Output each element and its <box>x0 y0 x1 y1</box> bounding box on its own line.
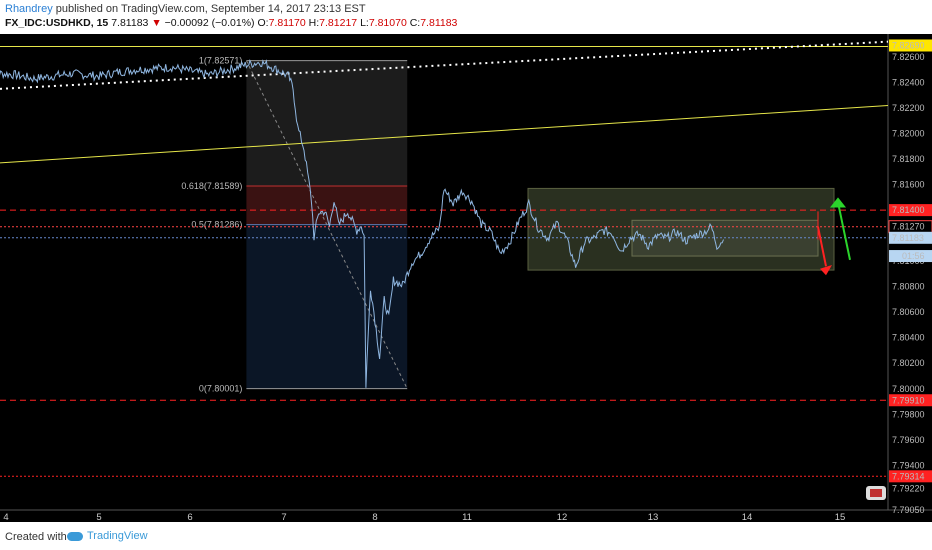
open-label: O: <box>257 17 269 29</box>
price-tick-label: 7.82400 <box>892 77 925 87</box>
low-value: 7.81070 <box>368 17 407 29</box>
time-tick-label: 11 <box>462 512 472 522</box>
price-tick-label: 7.80200 <box>892 358 925 368</box>
high-label: H: <box>308 17 320 29</box>
fib-level-label: 0(7.80001) <box>199 384 243 394</box>
fib-level-label: 0.5(7.81286) <box>191 220 242 230</box>
fib-level-label: 0.618(7.81589) <box>181 181 242 191</box>
time-tick-label: 5 <box>96 512 101 522</box>
price-tick-label: 7.80400 <box>892 333 925 343</box>
price-tick-label: 7.81600 <box>892 180 925 190</box>
price-badge <box>889 204 932 217</box>
time-tick-label: 13 <box>648 512 659 522</box>
price-change: −0.00092 (−0.01%) <box>164 17 255 29</box>
bearish-arrow-head <box>820 264 832 276</box>
flag-icon-inner <box>870 489 882 497</box>
created-with-label: Created with <box>5 531 67 543</box>
time-tick-label: 14 <box>742 512 753 522</box>
time-tick-label: 7 <box>281 512 286 522</box>
price-tick-label: 7.80800 <box>892 282 925 292</box>
price-badge-label: 01:56 <box>902 251 925 261</box>
symbol-line: FX_IDC:USDHKD, 15 7.81183 ▼ −0.00092 (−0… <box>5 17 457 29</box>
close-label: C: <box>409 17 421 29</box>
price-badge-label: 7.82690 <box>892 40 925 50</box>
price-badge <box>889 39 932 52</box>
price-tick-label: 7.81800 <box>892 154 925 164</box>
time-tick-label: 12 <box>557 512 568 522</box>
high-value: 7.81217 <box>319 17 358 29</box>
low-label: L: <box>360 17 369 29</box>
fib-trend-line <box>245 60 408 389</box>
fib-zone-500 <box>246 224 408 389</box>
price-badge <box>889 231 932 244</box>
bullish-arrow-head <box>830 197 846 208</box>
fib-zone-top <box>246 60 408 186</box>
price-badge-label: 7.79910 <box>892 395 925 405</box>
fib-level-label: 1(7.82571) <box>199 56 243 66</box>
price-badge <box>889 470 932 483</box>
publish-line: Rhandrey published on TradingView.com, S… <box>5 3 366 15</box>
bearish-arrow <box>817 226 827 267</box>
time-tick-label: 6 <box>187 512 192 522</box>
price-tick-label: 7.79600 <box>892 435 925 445</box>
time-tick-label: 15 <box>835 512 846 522</box>
price-tick-label: 7.82600 <box>892 52 925 62</box>
price-badge-label: 7.81270 <box>892 222 925 232</box>
tradingview-logo[interactable]: TradingView <box>67 530 148 542</box>
tradingview-cloud-icon <box>67 531 83 541</box>
open-value: 7.81170 <box>268 17 306 29</box>
chart-header: Rhandrey published on TradingView.com, S… <box>0 0 932 34</box>
publish-info: published on TradingView.com, September … <box>55 3 366 15</box>
time-tick-label: 8 <box>372 512 377 522</box>
price-tick-label: 7.79800 <box>892 409 925 419</box>
time-tick-label: 4 <box>3 512 8 522</box>
price-tick-label: 7.80600 <box>892 307 925 317</box>
price-tick-label: 7.82200 <box>892 103 925 113</box>
price-tick-label: 7.80000 <box>892 384 925 394</box>
rising-trend-line <box>0 104 889 164</box>
price-badge-label: 7.81183 <box>892 233 924 243</box>
price-tick-label: 7.82000 <box>892 129 925 139</box>
author-link[interactable]: Rhandrey <box>5 3 53 15</box>
price-tick-label: 7.79050 <box>892 505 925 515</box>
price-tick-label: 7.79220 <box>892 483 925 493</box>
fib-zone-618 <box>246 185 408 225</box>
last-price: 7.81183 <box>111 17 149 29</box>
tradingview-brand: TradingView <box>87 530 148 542</box>
dotted-trend-line <box>0 40 889 90</box>
price-chart[interactable]: 1(7.82571) 0.618(7.81589) 0.5(7.81286) 0(7.… <box>0 34 932 522</box>
down-arrow-icon: ▼ <box>151 17 162 29</box>
chart-background <box>0 34 932 522</box>
price-badge-label: 7.81400 <box>892 205 925 215</box>
price-series-line <box>0 58 724 388</box>
price-badge-label: 7.79314 <box>892 471 925 481</box>
price-badge <box>889 394 932 407</box>
bullish-arrow <box>837 202 851 261</box>
symbol-label[interactable]: FX_IDC:USDHKD, 15 <box>5 17 109 29</box>
price-badge <box>889 250 932 263</box>
price-tick-label: 7.79400 <box>892 460 925 470</box>
chart-footer: Created with TradingView <box>0 522 932 550</box>
close-value: 7.81183 <box>420 17 458 29</box>
